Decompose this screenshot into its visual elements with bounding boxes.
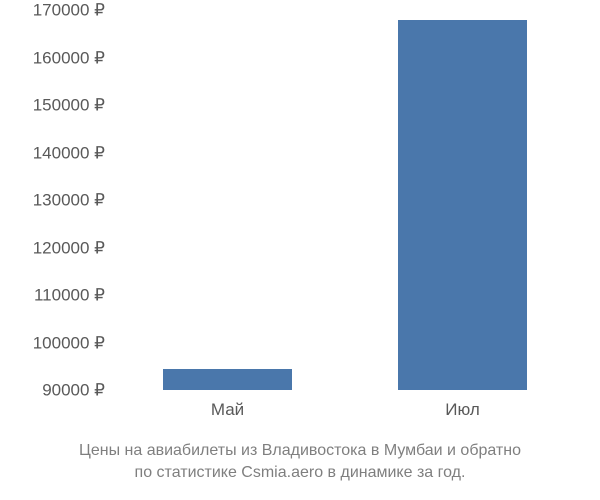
chart-caption: Цены на авиабилеты из Владивостока в Мум… <box>0 440 600 483</box>
y-tick-label: 100000 ₽ <box>0 334 105 351</box>
price-chart: 90000 ₽ 100000 ₽ 110000 ₽ 120000 ₽ 130000 ₽ 1… <box>0 0 600 500</box>
y-tick-label: 120000 ₽ <box>0 239 105 256</box>
y-tick-label: 150000 ₽ <box>0 97 105 114</box>
bar <box>163 369 292 390</box>
y-axis: 90000 ₽100000 ₽110000 ₽120000 ₽130000 ₽1… <box>0 10 105 390</box>
x-axis: Май Июл <box>110 395 580 425</box>
bar <box>398 20 527 391</box>
y-tick-label: 90000 ₽ <box>0 382 105 399</box>
plot-area <box>110 10 580 390</box>
y-tick-label: 170000 ₽ <box>0 2 105 19</box>
y-tick-label: 160000 ₽ <box>0 49 105 66</box>
caption-line-2: по статистике Csmia.aero в динамике за г… <box>135 464 466 481</box>
x-tick-label: Май <box>211 400 244 420</box>
y-tick-label: 130000 ₽ <box>0 192 105 209</box>
x-tick-label: Июл <box>445 400 480 420</box>
y-tick-label: 140000 ₽ <box>0 144 105 161</box>
y-tick-label: 110000 ₽ <box>0 287 105 304</box>
caption-line-1: Цены на авиабилеты из Владивостока в Мум… <box>79 442 521 459</box>
